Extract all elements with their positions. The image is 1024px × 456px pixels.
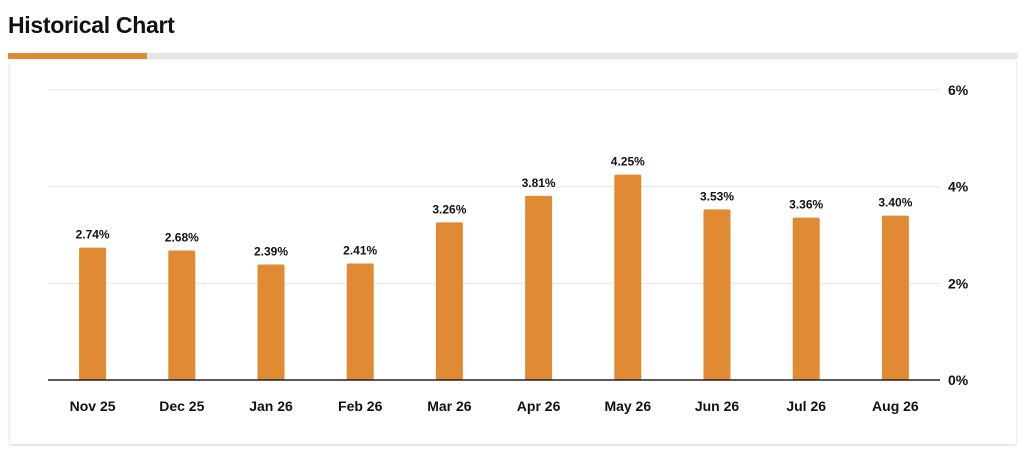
data-label: 2.74% <box>76 228 110 242</box>
bar <box>614 174 642 380</box>
bar <box>257 264 285 380</box>
chart-card: 0% 2% 4% 6% 2.74% Nov 25 2.68% Dec 25 2.39% Jan 2… <box>10 60 1016 444</box>
y-tick-label: 0% <box>948 372 969 388</box>
bar <box>79 247 107 380</box>
tab-indicator-active <box>8 53 147 59</box>
y-tick-label: 4% <box>948 179 969 195</box>
bar <box>525 195 553 380</box>
tab-indicator-track <box>8 53 1018 59</box>
x-tick-label: May 26 <box>604 398 651 414</box>
data-label: 3.26% <box>432 202 466 216</box>
data-label: 3.40% <box>878 196 912 210</box>
data-label: 2.39% <box>254 244 288 258</box>
x-tick-label: Aug 26 <box>872 398 919 414</box>
y-tick-label: 6% <box>948 82 969 98</box>
x-tick-label: Jan 26 <box>249 398 293 414</box>
data-label: 2.41% <box>343 244 377 258</box>
bar <box>346 263 374 380</box>
bar <box>881 215 909 380</box>
data-label: 2.68% <box>165 230 199 244</box>
x-tick-label: Jun 26 <box>695 398 740 414</box>
x-tick-label: Apr 26 <box>517 398 561 414</box>
historical-bar-chart: 0% 2% 4% 6% 2.74% Nov 25 2.68% Dec 25 2.39% Jan 2… <box>48 82 969 414</box>
bar <box>792 217 820 380</box>
x-tick-label: Jul 26 <box>786 398 826 414</box>
data-label: 3.53% <box>700 189 734 203</box>
bar <box>168 250 196 380</box>
data-label: 3.36% <box>789 198 823 212</box>
page-title: Historical Chart <box>8 12 175 38</box>
x-tick-label: Dec 25 <box>159 398 204 414</box>
bar <box>435 222 463 380</box>
data-label: 4.25% <box>611 155 645 169</box>
x-tick-label: Mar 26 <box>427 398 472 414</box>
x-tick-label: Feb 26 <box>338 398 383 414</box>
data-label: 3.81% <box>522 176 556 190</box>
bar <box>703 209 731 380</box>
x-tick-label: Nov 25 <box>70 398 116 414</box>
y-tick-label: 2% <box>948 275 969 291</box>
